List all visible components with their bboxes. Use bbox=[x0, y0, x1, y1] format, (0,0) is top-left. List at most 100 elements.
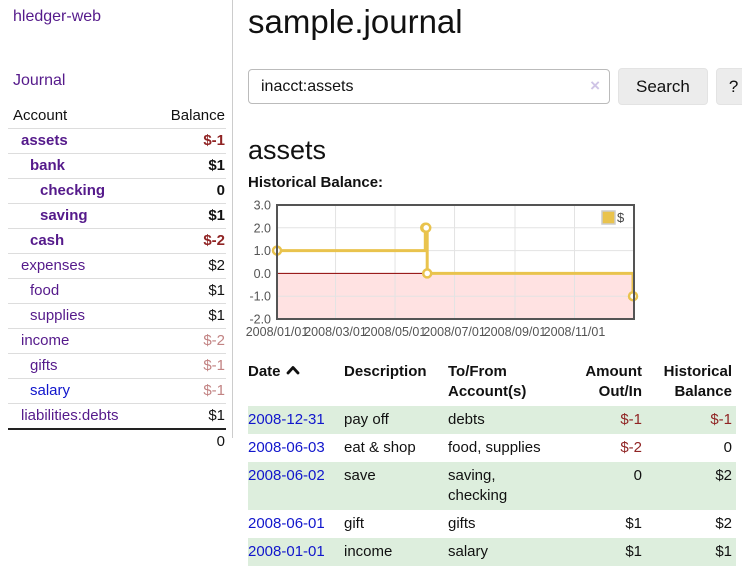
account-link-cash[interactable]: cash bbox=[30, 232, 65, 249]
svg-text:2.0: 2.0 bbox=[254, 221, 271, 235]
account-name-cell: liabilities:debts bbox=[8, 403, 154, 429]
accounts-table: Account Balance assets $-1 bank $1 checking 0… bbox=[8, 104, 226, 454]
account-row: bank $1 bbox=[8, 153, 226, 179]
svg-text:2008/01/01: 2008/01/01 bbox=[246, 325, 309, 339]
accounts-total-spacer bbox=[8, 428, 154, 454]
account-link-assets[interactable]: assets bbox=[21, 132, 68, 149]
account-name-cell: assets bbox=[8, 128, 154, 154]
svg-text:-1.0: -1.0 bbox=[249, 290, 271, 304]
account-name-cell: saving bbox=[8, 203, 154, 229]
transaction-date-link[interactable]: 2008-06-03 bbox=[248, 439, 325, 456]
amount-cell: $-1 bbox=[620, 411, 642, 428]
account-link-bank[interactable]: bank bbox=[30, 157, 66, 174]
app-title-link[interactable]: hledger-web bbox=[13, 8, 102, 25]
account-heading: assets bbox=[248, 135, 327, 165]
description-cell: income bbox=[344, 543, 393, 560]
accounts-table-header-row: Account Balance bbox=[8, 104, 226, 129]
transaction-date-link[interactable]: 2008-01-01 bbox=[248, 543, 325, 560]
register-table: Date Description To/From Account(s) Amou… bbox=[248, 358, 736, 566]
accounts-header-balance: Balance bbox=[170, 107, 225, 124]
svg-text:-2.0: -2.0 bbox=[249, 313, 271, 327]
accounts-total-balance: 0 bbox=[153, 428, 226, 454]
account-name-cell: cash bbox=[8, 228, 154, 254]
clear-search-icon[interactable]: × bbox=[590, 76, 600, 95]
register-header-tofrom: To/From Account(s) bbox=[448, 358, 558, 406]
accounts-cell: salary bbox=[448, 543, 489, 560]
account-name-cell: income bbox=[8, 328, 154, 354]
accounts-header-account: Account bbox=[13, 107, 68, 124]
account-row: gifts $-1 bbox=[8, 353, 226, 379]
account-name-cell: checking bbox=[8, 178, 154, 204]
date-cell: 2008-01-01 bbox=[248, 538, 344, 566]
account-balance: $-2 bbox=[153, 228, 226, 254]
date-cell: 2008-06-01 bbox=[248, 510, 344, 538]
description-cell: pay off bbox=[344, 411, 389, 428]
sidebar: hledger-web Journal Account Balance asse… bbox=[0, 0, 233, 454]
search-button[interactable]: Search bbox=[618, 68, 708, 105]
account-balance: $1 bbox=[153, 278, 226, 304]
register-header-amount-line1: Amount bbox=[585, 363, 642, 380]
amount-cell: $1 bbox=[625, 515, 642, 532]
account-name-cell: gifts bbox=[8, 353, 154, 379]
balance-cell: $1 bbox=[715, 543, 732, 560]
register-row: 2008-01-01 income salary $1 $1 bbox=[248, 538, 736, 566]
amount-cell: 0 bbox=[633, 467, 642, 484]
accounts-cell: gifts bbox=[448, 515, 476, 532]
search-input[interactable] bbox=[248, 69, 610, 104]
transaction-date-link[interactable]: 2008-06-01 bbox=[248, 515, 325, 532]
account-balance: $1 bbox=[153, 153, 226, 179]
account-balance: $1 bbox=[153, 303, 226, 329]
svg-text:3.0: 3.0 bbox=[254, 199, 271, 213]
account-row: income $-2 bbox=[8, 328, 226, 354]
account-row: assets $-1 bbox=[8, 128, 226, 154]
svg-text:2008/11/01: 2008/11/01 bbox=[544, 325, 606, 339]
account-link-saving[interactable]: saving bbox=[40, 207, 88, 224]
account-link-income[interactable]: income bbox=[21, 332, 70, 349]
register-header-balance-line2: Balance bbox=[674, 383, 732, 400]
account-balance: $1 bbox=[153, 403, 226, 429]
help-button[interactable]: ? bbox=[715, 68, 742, 105]
register-header-date: Date bbox=[248, 363, 281, 380]
svg-text:1.0: 1.0 bbox=[254, 244, 271, 258]
account-row: salary $-1 bbox=[8, 378, 226, 404]
svg-text:0.0: 0.0 bbox=[254, 267, 271, 281]
balance-cell: $2 bbox=[715, 515, 732, 532]
search-input-wrap: × bbox=[248, 69, 610, 104]
app-title: hledger-web bbox=[13, 8, 232, 26]
account-link-salary[interactable]: salary bbox=[30, 382, 71, 399]
register-sort-date[interactable]: Date bbox=[248, 358, 344, 406]
register-header-amount-line2: Out/In bbox=[598, 383, 642, 400]
register-header-tofrom-line2: Account(s) bbox=[448, 383, 527, 400]
accounts-cell: food, supplies bbox=[448, 439, 541, 456]
svg-text:$: $ bbox=[617, 210, 625, 225]
account-balance: $1 bbox=[153, 203, 226, 229]
account-link-gifts[interactable]: gifts bbox=[30, 357, 58, 374]
main-content: sample.journal × Search ? assets Histori… bbox=[246, 0, 742, 566]
register-header-balance: Historical Balance bbox=[644, 358, 736, 406]
sidebar-item-journal[interactable]: Journal bbox=[13, 72, 66, 89]
historical-balance-chart: 3.0 2.0 1.0 0.0 -1.0 -2.0 2008/01/01 2008/03/01… bbox=[246, 199, 742, 344]
register-header-description: Description bbox=[344, 363, 427, 380]
account-link-liabilities-debts[interactable]: liabilities:debts bbox=[21, 407, 119, 424]
description-cell: eat & shop bbox=[344, 439, 416, 456]
balance-cell: 0 bbox=[723, 439, 732, 456]
balance-cell: $-1 bbox=[710, 411, 732, 428]
account-link-checking[interactable]: checking bbox=[40, 182, 106, 199]
account-row: checking 0 bbox=[8, 178, 226, 204]
account-link-expenses[interactable]: expenses bbox=[21, 257, 86, 274]
account-link-food[interactable]: food bbox=[30, 282, 60, 299]
svg-text:2008/07/01: 2008/07/01 bbox=[423, 325, 486, 339]
transaction-date-link[interactable]: 2008-06-02 bbox=[248, 467, 325, 484]
chart-label: Historical Balance: bbox=[248, 174, 384, 191]
register-header-row: Date Description To/From Account(s) Amou… bbox=[248, 358, 736, 406]
svg-text:2008/05/01: 2008/05/01 bbox=[364, 325, 427, 339]
account-row: supplies $1 bbox=[8, 303, 226, 329]
account-link-supplies[interactable]: supplies bbox=[30, 307, 86, 324]
transaction-date-link[interactable]: 2008-12-31 bbox=[248, 411, 325, 428]
register-row: 2008-12-31 pay off debts $-1 $-1 bbox=[248, 406, 736, 434]
account-balance: 0 bbox=[153, 178, 226, 204]
account-name-cell: food bbox=[8, 278, 154, 304]
page-title: sample.journal bbox=[248, 3, 463, 40]
description-cell: save bbox=[344, 467, 376, 484]
account-balance: $2 bbox=[153, 253, 226, 279]
